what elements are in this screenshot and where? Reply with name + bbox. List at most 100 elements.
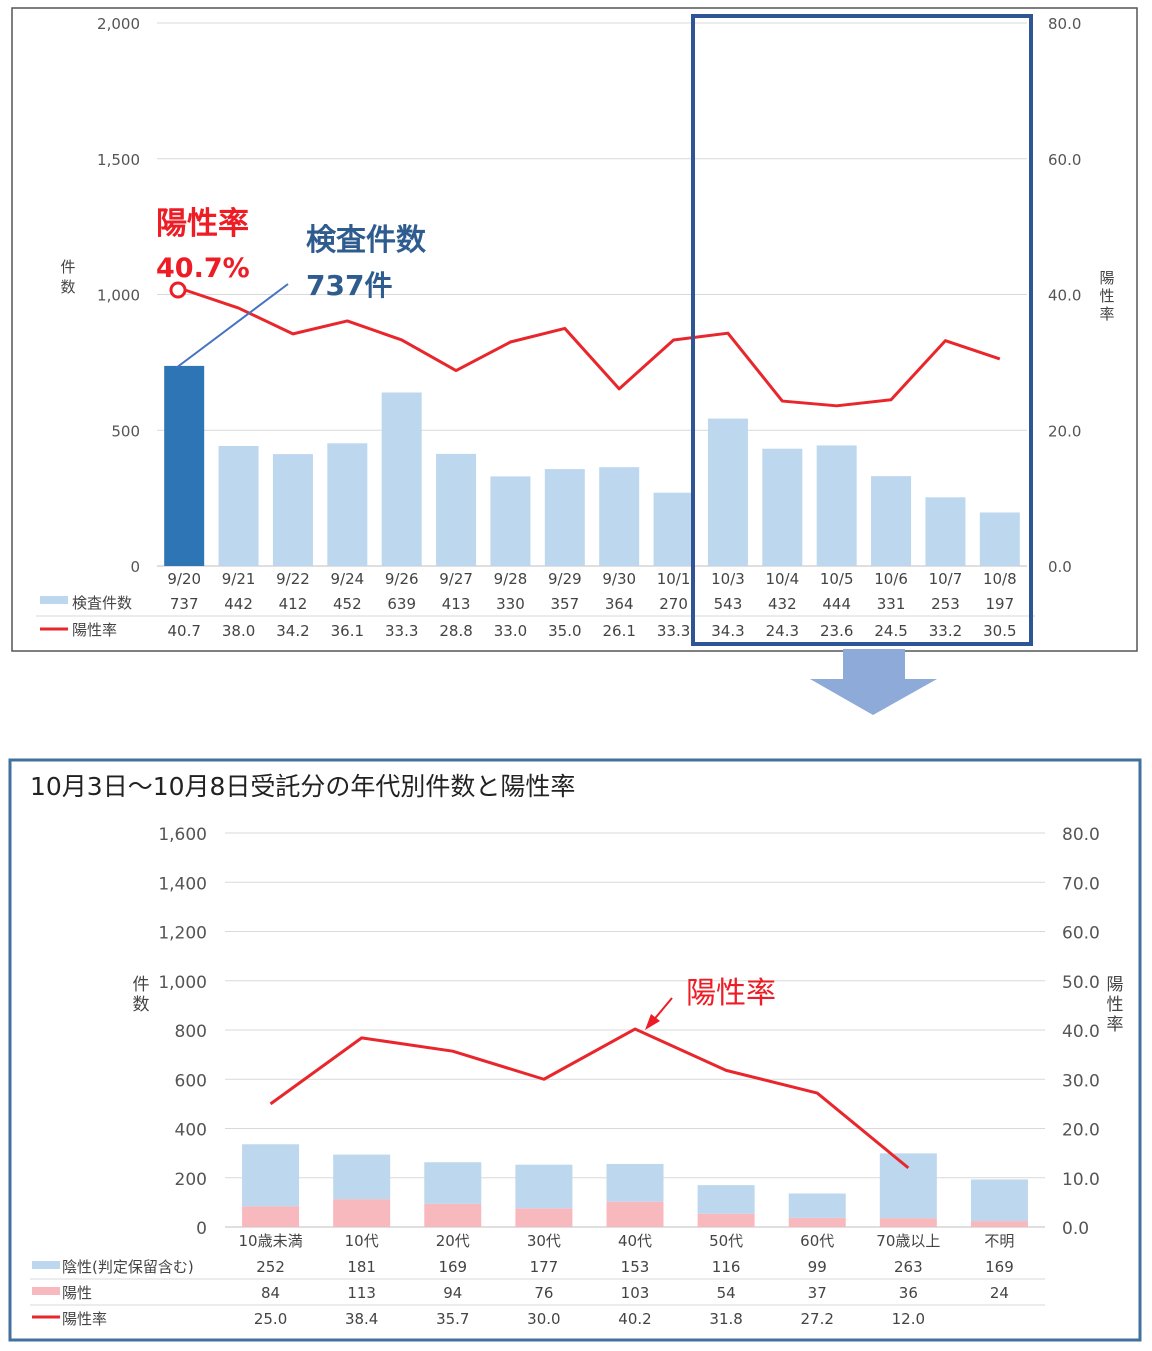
- chart-2-table-negative-value: 153: [621, 1258, 650, 1276]
- chart-2-bar-positive: [788, 1217, 846, 1227]
- chart-2-ytick-label: 0: [196, 1219, 207, 1239]
- chart-1-table-rate-value: 33.3: [657, 622, 690, 640]
- chart-2-ytick-label: 800: [175, 1022, 207, 1042]
- chart-1-bar: [871, 476, 912, 566]
- chart-2-table-positive-value: 84: [261, 1284, 280, 1302]
- chart-2-table-positive-value: 113: [347, 1284, 376, 1302]
- chart-2-bar-negative: [879, 1153, 937, 1219]
- chart-1-xtick-label: 10/7: [929, 570, 963, 588]
- chart-2-y2tick-label: 40.0: [1062, 1022, 1100, 1042]
- chart-2-y2tick-label: 30.0: [1062, 1071, 1100, 1091]
- chart-1-bar: [762, 448, 803, 566]
- chart-1-table-count-value: 412: [279, 595, 308, 613]
- chart-2-legend-negative-label: 陰性(判定保留含む): [62, 1258, 194, 1276]
- chart-1-bar: [925, 497, 966, 566]
- chart-2-table-positive-value: 37: [808, 1284, 827, 1302]
- chart-2-xtick-label: 40代: [618, 1232, 652, 1250]
- chart-2-table-rate-value: 27.2: [801, 1310, 834, 1328]
- chart-1-y2tick-label: 80.0: [1048, 15, 1081, 33]
- chart-1-xtick-label: 9/21: [222, 570, 256, 588]
- chart-2-rate-line: [269, 1027, 910, 1170]
- chart-2: 10月3日～10月8日受託分の年代別件数と陽性率 0 200 400 600 800 1,…: [8, 758, 1142, 1342]
- chart-1-bar: [544, 469, 585, 566]
- chart-1-y2tick-label: 60.0: [1048, 151, 1081, 169]
- chart-1-table-count-value: 442: [224, 595, 253, 613]
- chart-1-bar: [707, 418, 748, 566]
- chart-2-table-negative-value: 99: [808, 1258, 827, 1276]
- chart-1-table-rate-value: 34.3: [711, 622, 744, 640]
- chart-1-table-count-value: 331: [877, 595, 906, 613]
- chart-2-y2tick-label: 80.0: [1062, 825, 1100, 845]
- chart-2-xtick-label: 20代: [436, 1232, 470, 1250]
- chart-2-ytick-label: 1,200: [158, 924, 207, 944]
- chart-1-bar: [816, 445, 857, 566]
- chart-1-table-count-value: 253: [931, 595, 960, 613]
- chart-2-bar-positive: [879, 1218, 937, 1227]
- chart-1-table-rate-value: 28.8: [439, 622, 472, 640]
- chart-1-xtick-label: 10/8: [983, 570, 1017, 588]
- chart-2-rate-arrowhead-icon: [645, 1014, 660, 1030]
- chart-1-xtick-label: 10/6: [874, 570, 908, 588]
- chart-1-table-rate-value: 24.3: [766, 622, 799, 640]
- chart-2-table-negative-value: 169: [438, 1258, 467, 1276]
- chart-2-y2label-char-3: 率: [1107, 1015, 1124, 1035]
- chart-2-table-rate-value: 12.0: [892, 1310, 925, 1328]
- chart-1-table-count-value: 444: [822, 595, 851, 613]
- count-annotation-leader: [175, 283, 289, 369]
- chart-1-table-rate-value: 36.1: [331, 622, 364, 640]
- chart-2-table-rate-value: 35.7: [436, 1310, 469, 1328]
- chart-1-xtick-label: 9/20: [167, 570, 201, 588]
- chart-2-xtick-label: 不明: [984, 1232, 1014, 1250]
- chart-2-bar-negative: [424, 1162, 482, 1204]
- chart-2-y2tick-label: 0.0: [1062, 1219, 1089, 1239]
- down-arrow-icon: [810, 649, 937, 715]
- chart-2-table-rate-value: 38.4: [345, 1310, 378, 1328]
- chart-2-bar-negative: [242, 1144, 300, 1207]
- chart-1-xtick-label: 9/26: [385, 570, 419, 588]
- chart-2-ytick-label: 600: [175, 1071, 207, 1091]
- chart-1-xtick-label: 9/29: [548, 570, 582, 588]
- chart-2-table-positive-value: 36: [899, 1284, 918, 1302]
- chart-2-table-negative-value: 181: [347, 1258, 376, 1276]
- chart-1-ytick-label: 2,000: [97, 15, 140, 33]
- chart-1-bar: [979, 512, 1020, 566]
- chart-1-rate-line: [183, 288, 1001, 408]
- chart-1-bar: [381, 392, 422, 566]
- chart-1-table-count-value: 452: [333, 595, 362, 613]
- chart-2-bar-negative: [333, 1154, 391, 1200]
- chart-1-table-rate-value: 33.0: [494, 622, 527, 640]
- count-annotation-value: 737件: [306, 269, 392, 302]
- chart-1-table-rate-value: 35.0: [548, 622, 581, 640]
- chart-1-bar: [490, 476, 531, 566]
- chart-2-bar-positive: [970, 1221, 1028, 1227]
- chart-2-table-rate-value: 25.0: [254, 1310, 287, 1328]
- chart-1-table-rate-value: 38.0: [222, 622, 255, 640]
- chart-2-ytick-label: 200: [175, 1170, 207, 1190]
- chart-2-y2tick-label: 70.0: [1062, 874, 1100, 894]
- chart-2-table-rate-value: 40.2: [618, 1310, 651, 1328]
- chart-1-y2label-char-1: 陽: [1099, 269, 1114, 287]
- chart-1-table-count-value: 357: [550, 595, 579, 613]
- chart-1-bar: [653, 492, 694, 566]
- chart-1-table-count-value: 197: [985, 595, 1014, 613]
- chart-1-table-rate-value: 34.2: [276, 622, 309, 640]
- chart-2-ylabel-char-2: 数: [133, 995, 150, 1015]
- chart-2-table-negative-value: 116: [712, 1258, 741, 1276]
- chart-1-xtick-label: 9/27: [439, 570, 473, 588]
- chart-1-table-rate-value: 30.5: [983, 622, 1016, 640]
- rate-annotation-value: 40.7%: [156, 253, 250, 284]
- chart-2-title: 10月3日～10月8日受託分の年代別件数と陽性率: [30, 772, 575, 801]
- rate-annotation-title: 陽性率: [156, 206, 249, 242]
- chart-1-xtick-label: 9/28: [494, 570, 528, 588]
- chart-1-table-count-value: 330: [496, 595, 525, 613]
- chart-1-y2tick-label: 40.0: [1048, 287, 1081, 305]
- chart-1-xtick-label: 10/3: [711, 570, 745, 588]
- chart-2-table-negative-value: 263: [894, 1258, 923, 1276]
- chart-2-y2tick-label: 60.0: [1062, 924, 1100, 944]
- chart-2-ytick-label: 1,400: [158, 874, 207, 894]
- chart-2-table-positive-value: 94: [443, 1284, 462, 1302]
- chart-1-legend-line-label: 陽性率: [72, 621, 117, 639]
- chart-2-y2tick-label: 10.0: [1062, 1170, 1100, 1190]
